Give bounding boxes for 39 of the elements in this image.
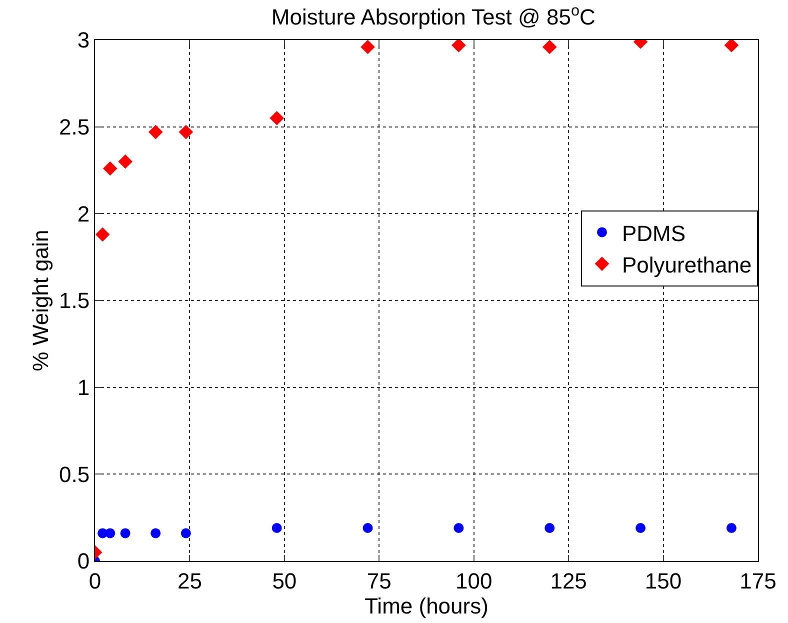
point <box>542 40 557 54</box>
y-tick-label: 3 <box>77 28 90 53</box>
legend-label: Polyurethane <box>622 252 752 278</box>
x-tick-label: 100 <box>456 568 492 594</box>
point <box>454 523 464 533</box>
point <box>452 40 466 52</box>
x-tick-label: 25 <box>177 568 202 594</box>
x-tick-label: 75 <box>366 568 392 594</box>
point <box>360 40 375 54</box>
y-axis-title: % Weight gain <box>28 230 53 372</box>
legend-label: PDMS <box>622 220 686 246</box>
y-tick-label: 2 <box>77 201 90 226</box>
point <box>103 161 118 176</box>
point <box>270 111 284 126</box>
point <box>120 528 130 538</box>
point <box>105 528 116 538</box>
y-tick-label: 1 <box>77 375 90 400</box>
x-tick-label: 150 <box>644 568 682 594</box>
point <box>362 523 373 533</box>
x-tick-label: 50 <box>272 568 297 594</box>
chart-title: Moisture Absorption Test @ 85$^{o}$C <box>271 2 596 30</box>
point <box>150 528 161 538</box>
y-tick-label: 2.5 <box>59 114 90 140</box>
point <box>180 528 191 538</box>
point <box>118 154 132 169</box>
x-tick-label: 175 <box>740 568 776 594</box>
y-tick-label: 0 <box>77 548 90 574</box>
point <box>148 124 163 140</box>
point <box>544 523 555 533</box>
point <box>726 523 736 533</box>
point <box>178 124 194 140</box>
point <box>636 523 646 533</box>
y-tick-label: 1.5 <box>59 288 90 314</box>
point <box>272 523 282 533</box>
x-axis-title: Time (hours) <box>364 593 488 618</box>
x-tick-label: 125 <box>550 568 587 594</box>
y-tick-label: 0.5 <box>59 462 90 487</box>
point <box>95 227 110 242</box>
point <box>724 40 739 52</box>
